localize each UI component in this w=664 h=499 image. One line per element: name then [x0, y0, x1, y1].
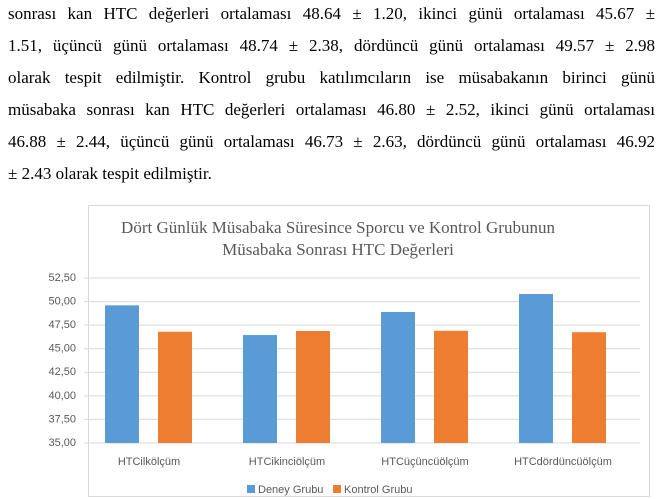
legend-swatch: [333, 485, 341, 493]
text-line: müsabaka sonrası kan HTC değerleri ortal…: [8, 100, 655, 119]
bar: [572, 332, 606, 443]
text-line: sonrası kan HTC değerleri ortalaması 48.…: [8, 4, 655, 23]
chart-title: Dört Günlük Müsabaka Süresince Sporcu ve…: [121, 218, 555, 237]
chart-title: Müsabaka Sonrası HTC Değerleri: [222, 240, 454, 259]
bar: [105, 305, 139, 443]
x-tick-label: HTCdördüncüölçüm: [514, 456, 612, 468]
bar: [381, 311, 415, 443]
text-line: 46.88 ± 2.44, üçüncü günü ortalaması 46.…: [8, 132, 655, 151]
bar: [296, 330, 330, 443]
text-line: olarak tespit edilmiştir. Kontrol grubu …: [8, 68, 655, 87]
bar: [243, 335, 277, 443]
bar: [158, 331, 192, 443]
y-tick-label: 50,00: [48, 295, 76, 307]
y-tick-label: 45,00: [48, 343, 76, 355]
legend-label: Deney Grubu: [258, 484, 323, 496]
x-tick-label: HTCüçüncüölçüm: [381, 456, 468, 468]
text-line: ± 2.43 olarak tespit edilmiştir.: [8, 164, 212, 183]
x-tick-label: HTCikinciölçüm: [249, 456, 325, 468]
legend-label: Kontrol Grubu: [344, 484, 412, 496]
x-tick-label: HTCilkölçüm: [118, 456, 180, 468]
y-tick-label: 47,50: [48, 319, 76, 331]
y-tick-label: 35,00: [48, 437, 76, 449]
legend-swatch: [247, 485, 255, 493]
text-line: 1.51, üçüncü günü ortalaması 48.74 ± 2.3…: [8, 36, 655, 55]
bar: [434, 330, 468, 443]
y-tick-label: 42,50: [48, 366, 76, 378]
y-tick-label: 40,00: [48, 390, 76, 402]
y-tick-label: 37,50: [48, 413, 76, 425]
bar: [519, 294, 553, 443]
y-tick-label: 52,50: [48, 272, 76, 284]
